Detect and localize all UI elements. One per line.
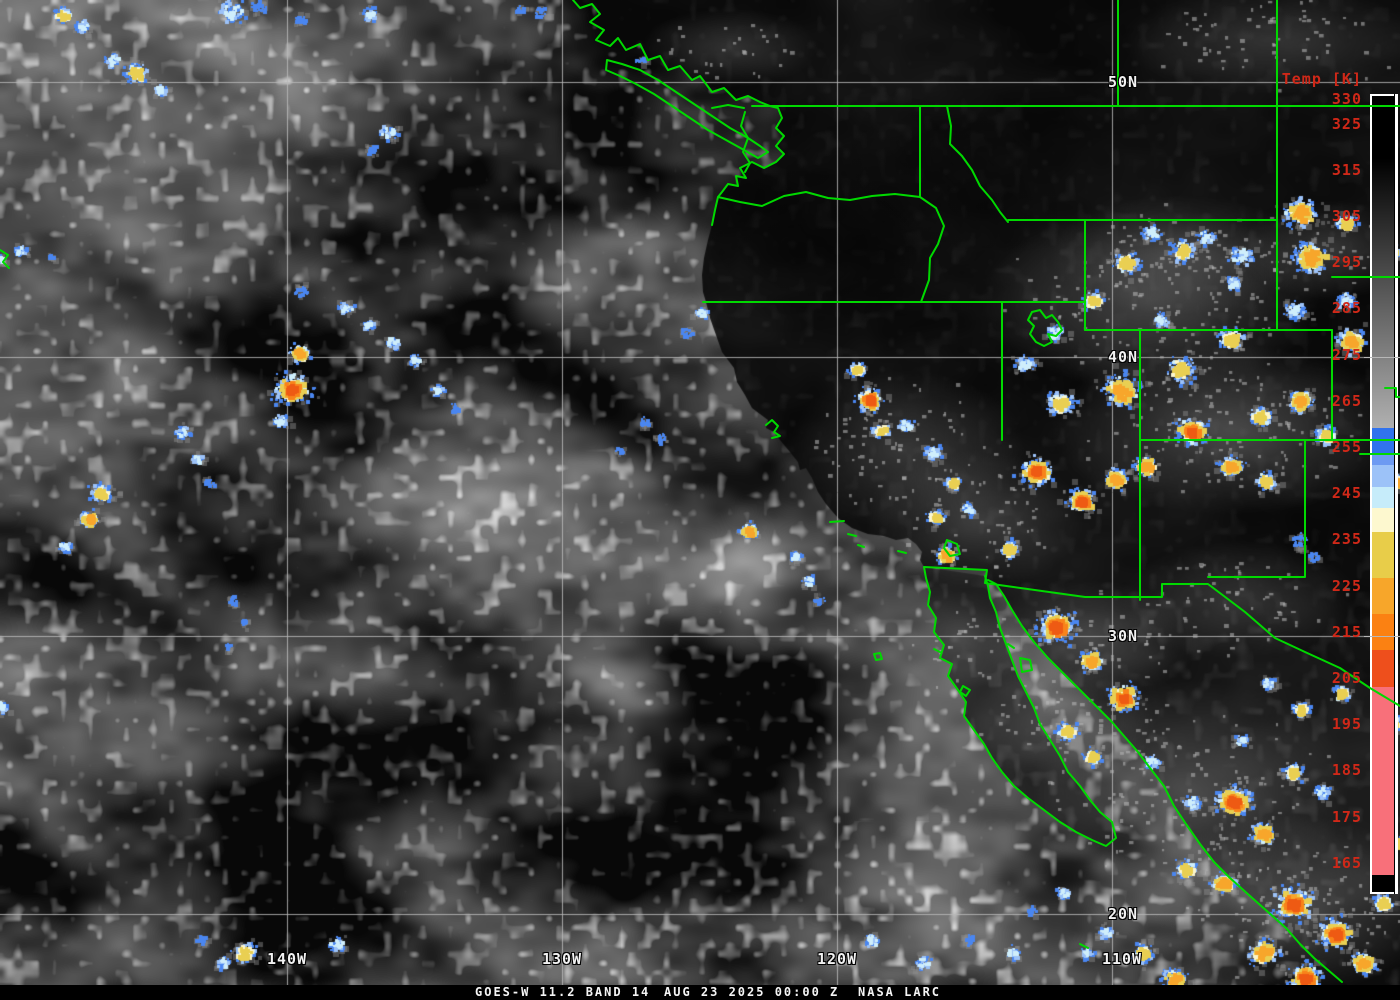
colorbar-scale [1372,96,1394,892]
timestamp-label: AUG 23 2025 00:00 Z [664,985,840,999]
colorbar-segment [1372,650,1394,687]
colorbar-segment [1372,465,1394,487]
colorbar-segment [1372,687,1394,875]
colorbar-segment [1372,453,1394,465]
temperature-colorbar [1370,94,1398,894]
colorbar-segment [1372,532,1394,578]
colorbar-segment [1372,614,1394,650]
colorbar-segment [1372,428,1394,453]
status-bar: GOES-W 11.2 BAND 14 AUG 23 2025 00:00 Z … [0,985,1400,1000]
colorbar-segment [1372,578,1394,614]
colorbar-border-gap [1394,94,1395,894]
colorbar-segment [1372,96,1394,158]
colorbar-segment [1372,158,1394,428]
colorbar-segment [1372,508,1394,532]
credit-label: NASA LARC [858,985,942,999]
colorbar-segment [1372,487,1394,508]
colorbar-segment [1372,875,1394,892]
product-label: GOES-W 11.2 BAND 14 [475,985,651,999]
